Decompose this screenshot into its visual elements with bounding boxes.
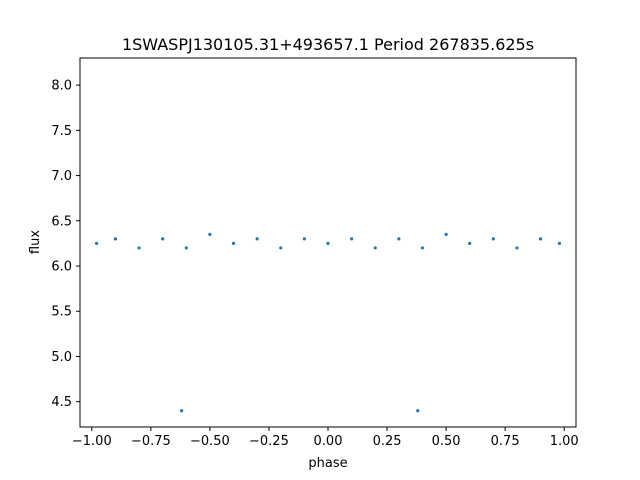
data-point [468, 241, 472, 245]
data-point [161, 237, 165, 241]
data-point [397, 237, 401, 241]
data-point [231, 241, 236, 245]
data-point [208, 232, 212, 236]
data-point [444, 232, 448, 236]
y-axis-label: flux [28, 230, 43, 254]
x-tick-label: 0.75 [491, 434, 520, 449]
y-tick-label: 8.0 [51, 79, 72, 94]
y-tick-label: 6.0 [51, 260, 72, 275]
x-tick-label: −1.00 [72, 434, 112, 449]
y-tick-label: 6.5 [51, 214, 72, 229]
data-point [184, 246, 188, 250]
y-tick-label: 7.0 [51, 169, 72, 184]
x-tick-label: −0.50 [190, 434, 230, 449]
data-point [179, 409, 184, 413]
x-tick-label: −0.25 [249, 434, 289, 449]
data-point [350, 237, 354, 241]
data-point [94, 241, 99, 245]
data-point [279, 246, 283, 250]
y-tick-label: 5.5 [51, 305, 72, 320]
data-point [137, 246, 141, 250]
y-axis-ticks: 4.5 5.0 5.5 6.0 6.5 7.0 7.5 8.0 [51, 79, 80, 410]
data-point [373, 246, 377, 250]
x-axis-ticks: −1.00 −0.75 −0.50 −0.25 0.00 0.25 0.50 0.75 1.00 [72, 427, 579, 449]
data-points [94, 232, 562, 413]
y-tick-label: 4.5 [51, 395, 72, 410]
y-tick-label: 7.5 [51, 124, 72, 139]
data-point [113, 237, 118, 241]
y-tick-label: 5.0 [51, 350, 72, 365]
x-tick-label: 0.00 [314, 434, 343, 449]
data-point [515, 246, 519, 250]
data-point [420, 246, 425, 250]
chart-title: 1SWASPJ130105.31+493657.1 Period 267835.… [122, 35, 534, 54]
x-tick-label: −0.75 [131, 434, 171, 449]
x-tick-label: 1.00 [550, 434, 579, 449]
x-tick-label: 0.50 [432, 434, 461, 449]
x-tick-label: 0.25 [373, 434, 402, 449]
data-point [302, 237, 306, 241]
x-axis-label: phase [308, 456, 347, 471]
data-point [491, 237, 495, 241]
data-point [255, 237, 259, 241]
data-point [326, 241, 330, 245]
data-point [538, 237, 543, 241]
data-point [416, 409, 420, 413]
data-point [557, 241, 562, 245]
